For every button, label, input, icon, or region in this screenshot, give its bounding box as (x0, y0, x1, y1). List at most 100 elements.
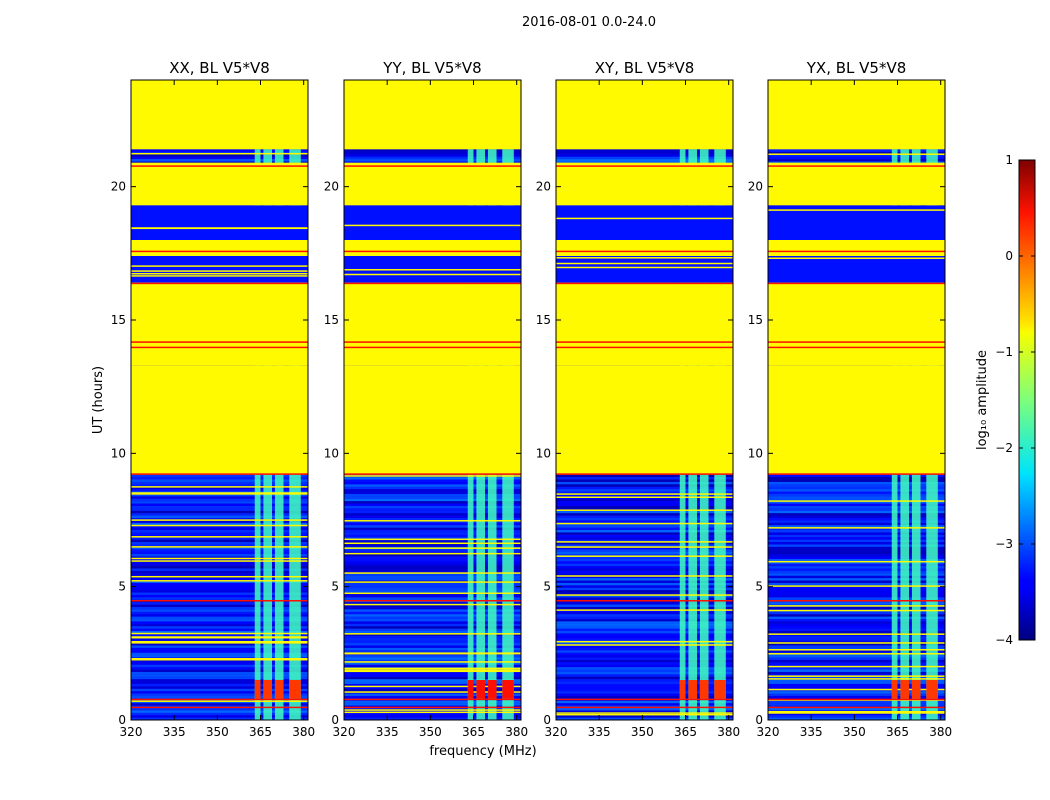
noise-row (556, 703, 733, 706)
flag-row (344, 667, 521, 670)
noise-row (131, 674, 308, 677)
noise-row (344, 717, 521, 720)
noise-row (556, 669, 733, 672)
strong-rfi (467, 680, 474, 699)
y-tick-label: 15 (324, 313, 339, 327)
noise-row (556, 614, 733, 617)
noise-row (556, 154, 733, 157)
noise-row (344, 659, 521, 663)
noise-row (768, 676, 945, 680)
y-tick-label: 0 (543, 713, 551, 727)
noise-row (344, 681, 521, 684)
y-tick-label: 5 (755, 580, 763, 594)
flag-row (556, 286, 733, 289)
strong-rfi (900, 680, 910, 699)
flag-row (131, 560, 308, 562)
flag-row (131, 418, 308, 421)
noise-row (768, 501, 945, 504)
noise-row (344, 149, 521, 152)
flag-row (344, 581, 521, 583)
noise-row (768, 657, 945, 660)
noise-row (768, 566, 945, 569)
noise-row (556, 563, 733, 567)
noise-row (768, 537, 945, 540)
hot-line (556, 698, 733, 701)
panel-yx: YX, BL V5*V8 320 335 350 365 380 0 5 10 15 20 (748, 59, 952, 739)
panel-xy: XY, BL V5*V8 320 335 350 365 380 0 5 10 15 20 (536, 59, 740, 739)
noise-row (344, 657, 521, 660)
flag-row (556, 120, 733, 123)
noise-row (556, 664, 733, 668)
noise-row (768, 590, 945, 593)
noise-row (131, 626, 308, 629)
hot-line (556, 600, 733, 602)
noise-row (131, 527, 308, 530)
noise-row (556, 573, 733, 576)
noise-row (556, 693, 733, 696)
rfi-band (254, 474, 261, 720)
noise-row (131, 679, 308, 682)
noise-row (131, 633, 308, 636)
noise-row (131, 643, 308, 646)
noise-row (344, 628, 521, 632)
noise-row (344, 527, 521, 530)
noise-row (556, 534, 733, 538)
flag-row (768, 560, 945, 563)
noise-row (344, 481, 521, 485)
noise-row (768, 489, 945, 492)
noise-row (556, 707, 733, 711)
strong-rfi (714, 680, 726, 699)
colorbar-tick-label: 0 (1005, 249, 1013, 263)
noise-row (768, 575, 945, 579)
hot-line (556, 346, 733, 349)
noise-row (556, 688, 733, 692)
axes-frame (555, 79, 734, 721)
panel-title: YX, BL V5*V8 (806, 59, 907, 77)
noise-row (131, 496, 308, 499)
noise-row (556, 676, 733, 680)
noise-row (344, 664, 521, 668)
noise-row (131, 645, 308, 648)
figure-title: 2016-08-01 0.0-24.0 (522, 15, 656, 30)
flag-row (344, 661, 521, 663)
flag-row (556, 128, 733, 130)
hot-line (344, 600, 521, 602)
noise-row (556, 549, 733, 552)
flagged-range (768, 282, 945, 366)
x-tick-label: 365 (249, 725, 272, 739)
flag-row (556, 509, 733, 511)
noise-row (344, 513, 521, 516)
strong-rfi (679, 680, 686, 699)
flag-row (344, 572, 521, 574)
noise-row (344, 645, 521, 648)
noise-row (344, 585, 521, 588)
rfi-band (688, 474, 698, 720)
noise-row (344, 517, 521, 521)
noise-row (131, 534, 308, 538)
noise-row (768, 691, 945, 694)
noise-row (344, 693, 521, 696)
flag-row (768, 609, 945, 612)
flag-row (344, 633, 521, 635)
hot-line (768, 600, 945, 602)
noise-row (344, 614, 521, 617)
rfi-band (263, 474, 273, 720)
x-tick-label: 335 (376, 725, 399, 739)
noise-row (131, 477, 308, 480)
flag-row (131, 658, 308, 661)
noise-row (131, 667, 308, 670)
rfi-band (679, 474, 686, 720)
noise-row (556, 592, 733, 595)
hot-line (556, 341, 733, 343)
noise-row (768, 486, 945, 490)
y-tick-label: 5 (331, 580, 339, 594)
noise-row (344, 688, 521, 692)
flagged-range (131, 162, 308, 206)
noise-row (556, 575, 733, 579)
hot-line (344, 346, 521, 349)
noise-row (556, 683, 733, 687)
rfi-band (900, 474, 910, 720)
noise-row (556, 554, 733, 557)
flag-row (344, 685, 521, 688)
